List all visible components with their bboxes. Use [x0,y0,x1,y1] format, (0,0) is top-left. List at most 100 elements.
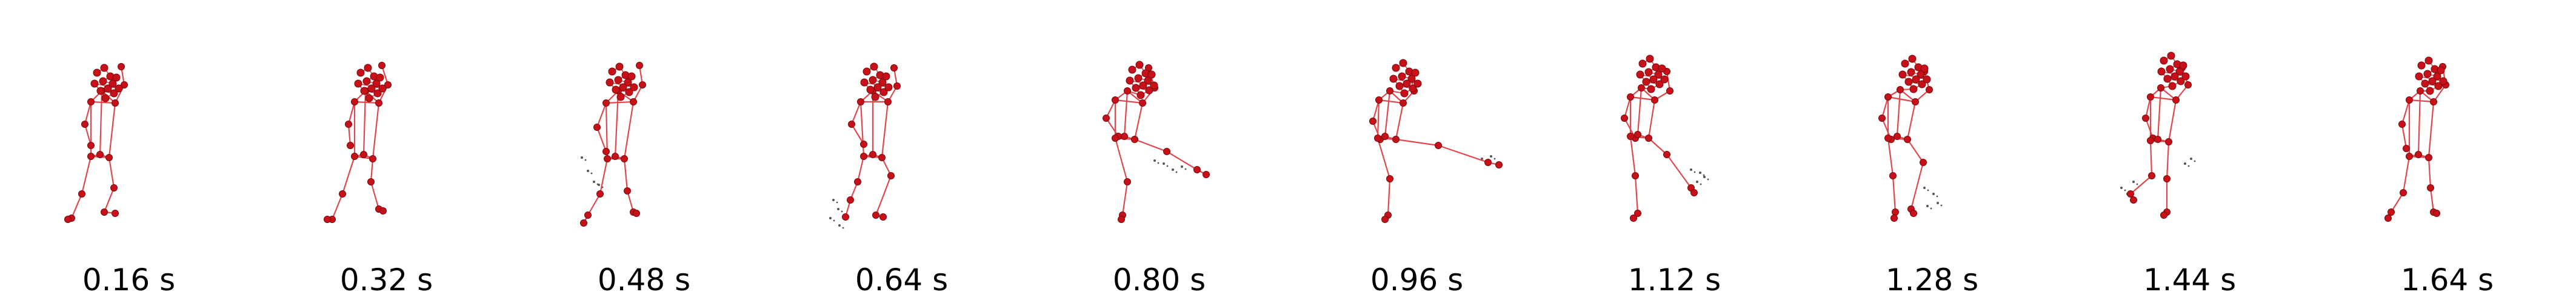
skeleton-joint [1894,133,1901,140]
head-joint [1918,80,1926,88]
skeleton-bone [2402,155,2411,194]
skeleton-joint [81,121,88,128]
skeleton-joint [2398,121,2406,128]
head-joint [2160,56,2168,65]
head-joint [1649,75,1658,84]
trail-dot [587,170,589,172]
skeleton-bone [84,123,92,147]
trail-dot [842,227,844,229]
skeleton-bone [599,158,609,195]
head-joint [90,79,99,88]
head-joint [1908,55,1917,63]
skeleton-joint [1884,135,1892,142]
skeleton-joint [596,190,604,198]
trail-dot [1153,159,1156,162]
head-joint [612,85,620,94]
skeleton-bone [81,155,92,195]
skeleton-joint [2142,115,2149,122]
time-label: 0.16 s [82,262,176,298]
head-joint [1654,70,1663,79]
head-joint [96,87,105,95]
head-joint [860,78,869,87]
skeleton-joint [1904,136,1911,143]
head-joint [1909,85,1918,93]
skeleton-figure [1621,55,1709,222]
skeleton-joint [2172,96,2180,104]
skeleton-joint [879,213,887,221]
skeleton-bone [850,123,865,145]
trail-dot [598,184,600,186]
head-joint [2426,87,2434,95]
skeleton-joint [857,98,864,105]
skeleton-joint [78,190,85,198]
skeleton-joint [2157,84,2164,92]
skeleton-joint [87,153,95,160]
skeleton-bone [875,175,892,216]
head-joint [1655,80,1664,88]
skeleton-bone [2417,90,2421,156]
skeleton-joint [1400,99,1407,107]
skeleton-bone [1133,138,1168,153]
trail-dot [1181,165,1183,168]
skeleton-joint [2147,137,2154,144]
skeleton-joint [64,216,72,223]
skeleton-joint [1139,99,1146,107]
trail-dot [1927,189,1929,191]
skeleton-bone [1647,99,1656,139]
skeleton-joint [1926,86,1933,93]
head-joint [2166,65,2174,73]
head-joint [1139,81,1147,90]
skeleton-bone [1623,96,1632,119]
skeleton-bone [2408,99,2435,103]
frame-panel: 0.64 s [773,0,1030,303]
head-joint [873,83,882,92]
head-joint [101,94,110,102]
head-joint [1409,84,1417,93]
trail-dot [841,210,843,213]
head-joint [1403,79,1411,88]
head-joint [1920,64,1929,73]
head-joint [1912,75,1920,84]
skeleton-bone [596,126,607,153]
skeleton-joint [1203,171,1210,178]
skeleton-bone [1881,96,1889,119]
skeleton-bone [1114,99,1144,104]
head-joint [871,93,879,101]
frame-panel: 0.96 s [1288,0,1546,303]
skeleton-bone [1906,138,1924,164]
skeleton-bone [1395,102,1404,141]
head-joint [1400,89,1409,98]
trail-dot [2187,165,2190,167]
skeleton-joint [1374,135,1381,142]
head-joint [2179,61,2187,70]
skeleton-bone [856,155,865,183]
skeleton-bone [623,158,629,192]
head-joint [1136,91,1145,99]
skeleton-bone [90,101,116,104]
trail-dot [1936,195,1938,198]
skeleton-joint [96,151,104,158]
skeleton-figure [64,63,128,223]
head-joint [1658,64,1666,73]
trail-dot [829,217,832,219]
head-joint [99,77,107,85]
frame-panel: 1.44 s [2061,0,2318,303]
skeleton-joint [624,187,631,195]
skeleton-joint [345,121,352,128]
head-joint [1901,59,1909,68]
skeleton-joint [324,216,331,223]
head-joint [93,68,101,77]
skeleton-joint [1690,189,1698,196]
skeleton-joint [854,178,861,185]
skeleton-joint [887,172,895,179]
head-joint [2428,77,2437,85]
head-joint [2181,72,2190,81]
skeleton-joint [339,190,346,198]
time-label: 1.28 s [1885,262,1979,298]
head-joint [1399,59,1407,67]
trail-dot [2132,181,2135,183]
skeleton-bone [2401,99,2411,125]
trail-dot [1703,174,1705,176]
time-label: 0.32 s [339,262,433,298]
head-joint [1389,75,1398,83]
